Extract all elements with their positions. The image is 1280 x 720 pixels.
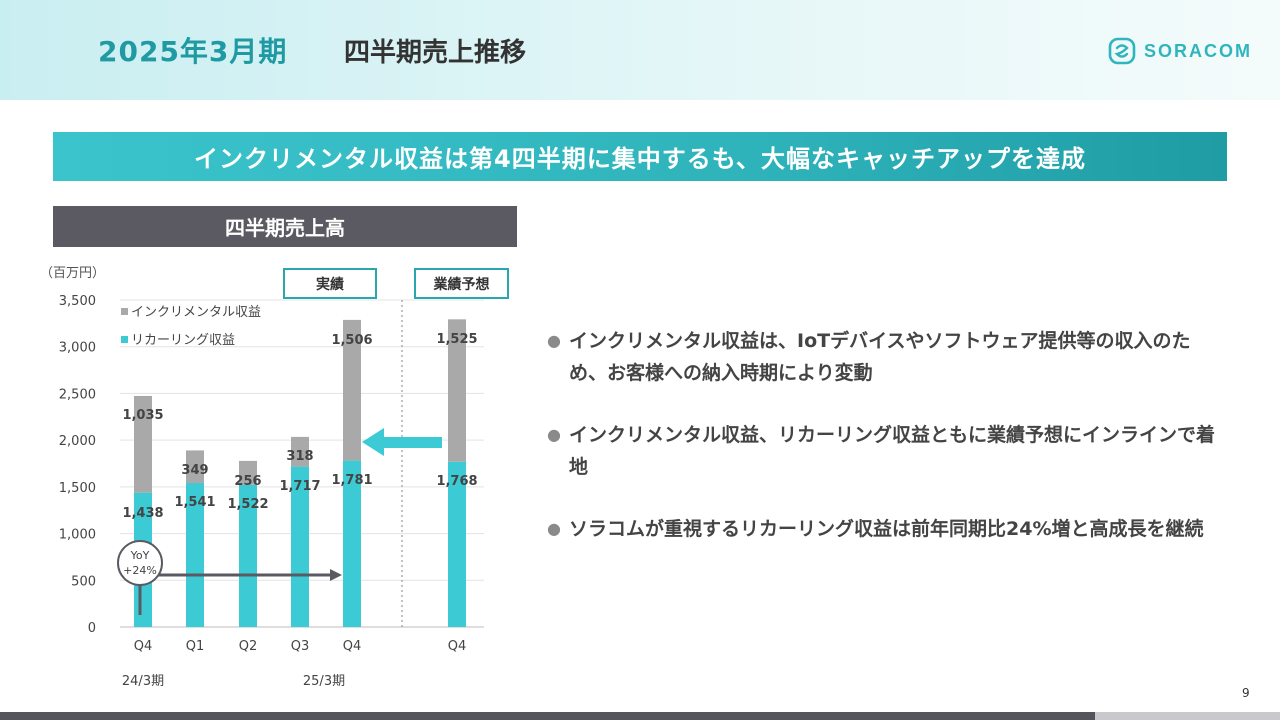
x-tick-label: Q4	[448, 639, 467, 654]
legend-label-recurring: リカーリング収益	[131, 333, 235, 348]
y-tick-label: 1,500	[59, 481, 96, 496]
legend-swatch-incremental	[121, 308, 128, 315]
bullet-item: ● インクリメンタル収益、リカーリング収益ともに業績予想にインラインで着地	[547, 419, 1217, 483]
chart-panel-title: 四半期売上高	[53, 206, 517, 247]
bullet-item: ● ソラコムが重視するリカーリング収益は前年同期比24%増と高成長を継続	[547, 513, 1217, 545]
page-title: 四半期売上推移	[344, 38, 527, 68]
y-tick-label: 2,000	[59, 434, 96, 449]
x-tick-label: Q4	[343, 639, 362, 654]
data-label-recurring: 1,522	[227, 497, 268, 512]
bullet-text: ソラコムが重視するリカーリング収益は前年同期比24%増と高成長を継続	[569, 518, 1204, 540]
soracom-logo: SORACOM	[1108, 36, 1252, 66]
y-tick-label: 500	[71, 574, 96, 589]
data-label-incremental: 349	[181, 463, 208, 478]
bar-incremental	[134, 395, 152, 493]
x-tick-label: Q3	[291, 639, 310, 654]
actual-label-box: 実績	[283, 268, 377, 299]
y-tick-label: 3,000	[59, 341, 96, 356]
data-label-incremental: 1,525	[436, 332, 477, 347]
bar-recurring	[291, 466, 309, 627]
y-tick-label: 3,500	[59, 294, 96, 309]
y-tick-label: 2,500	[59, 387, 96, 402]
logo-text: SORACOM	[1144, 40, 1252, 61]
legend-swatch-recurring	[121, 336, 128, 343]
bar-recurring	[448, 461, 466, 627]
title-fiscal-year: 2025年3月期	[98, 35, 288, 68]
bar-incremental	[186, 450, 204, 484]
bullet-item: ● インクリメンタル収益は、IoTデバイスやソフトウェア提供等の収入のため、お客…	[547, 325, 1217, 389]
bar-incremental	[448, 319, 466, 462]
x-tick-label: Q4	[134, 639, 153, 654]
data-label-recurring: 1,717	[279, 479, 320, 494]
bar-incremental	[239, 460, 257, 485]
data-label-incremental: 1,506	[331, 333, 372, 348]
y-tick-label: 1,000	[59, 528, 96, 543]
data-label-recurring: 1,438	[122, 506, 163, 521]
bullet-text: インクリメンタル収益、リカーリング収益ともに業績予想にインラインで着地	[569, 424, 1216, 478]
footer-bar	[0, 712, 1280, 720]
bar-incremental	[343, 319, 361, 461]
footer-accent-bar	[1095, 712, 1280, 720]
bullet-dot-icon: ●	[547, 331, 561, 350]
bullet-dot-icon: ●	[547, 425, 561, 444]
bullet-text: インクリメンタル収益は、IoTデバイスやソフトウェア提供等の収入のため、お客様へ…	[569, 330, 1191, 384]
bar-recurring	[239, 484, 257, 627]
catchup-arrow-body	[382, 437, 442, 448]
catchup-arrow-head	[362, 428, 384, 456]
data-label-recurring: 1,768	[436, 474, 477, 489]
page-number: 9	[1242, 686, 1250, 700]
data-label-incremental: 318	[286, 449, 313, 464]
bar-recurring	[186, 483, 204, 627]
data-label-recurring: 1,541	[174, 495, 215, 510]
bullet-list: ● インクリメンタル収益は、IoTデバイスやソフトウェア提供等の収入のため、お客…	[547, 325, 1217, 575]
bar-incremental	[291, 436, 309, 467]
x-tick-label: Q1	[186, 639, 205, 654]
yoy-badge	[117, 540, 163, 586]
period-label-fy24: 24/3期	[122, 674, 164, 689]
x-tick-label: Q2	[239, 639, 258, 654]
data-label-incremental: 1,035	[122, 408, 163, 423]
chart-unit-label: （百万円）	[40, 266, 106, 281]
data-label-incremental: 256	[234, 474, 261, 489]
bullet-dot-icon: ●	[547, 519, 561, 538]
legend-label-incremental: インクリメンタル収益	[131, 305, 261, 320]
y-tick-label: 0	[88, 621, 96, 636]
quarterly-revenue-chart: 0 500 1,000 1,500 2,000 2,500 3,000 3,500 Q4 Q1 Q2…	[59, 294, 484, 689]
header-band: 2025年3月期 四半期売上推移 SORACOM	[0, 0, 1280, 100]
yoy-value: +24%	[123, 564, 157, 577]
headline-banner: インクリメンタル収益は第4四半期に集中するも、大幅なキャッチアップを達成	[53, 132, 1227, 181]
forecast-label-box: 業績予想	[414, 268, 509, 299]
soracom-logo-icon	[1108, 37, 1136, 65]
yoy-label: YoY	[130, 549, 150, 562]
bar-recurring	[343, 460, 361, 627]
yoy-arrow-head	[330, 569, 342, 581]
data-label-recurring: 1,781	[331, 473, 372, 488]
period-label-fy25: 25/3期	[303, 674, 345, 689]
